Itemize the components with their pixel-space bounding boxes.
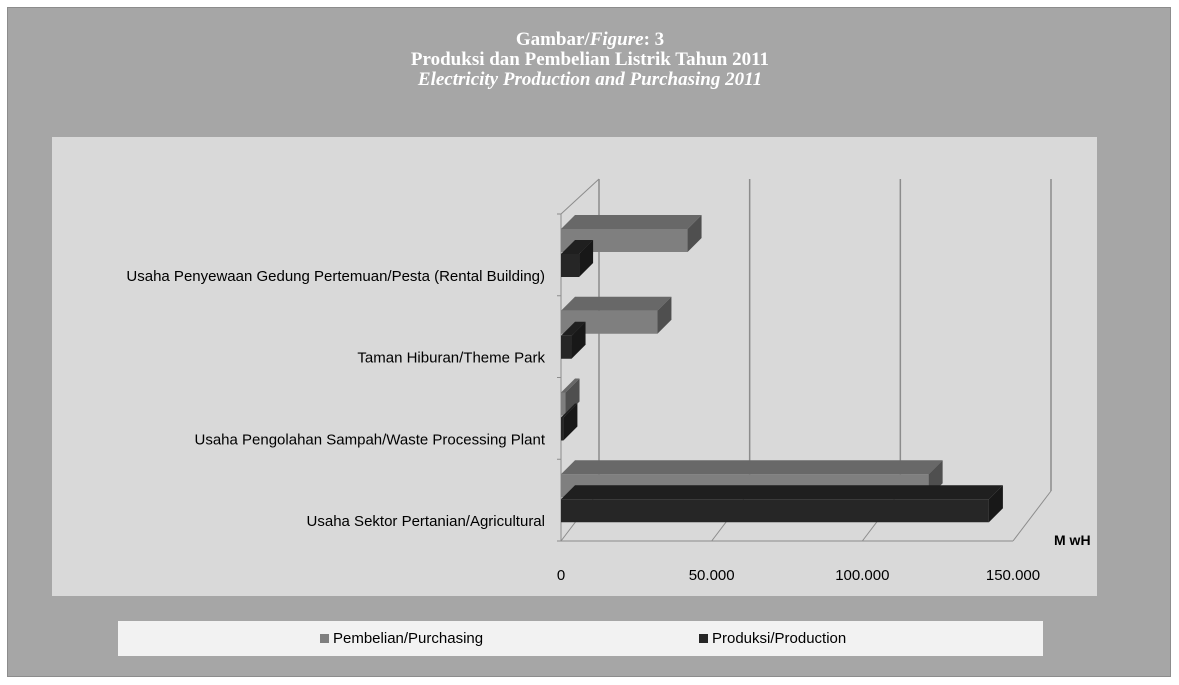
title-italic: Figure — [589, 29, 644, 50]
legend-item-production: Produksi/Production — [699, 630, 846, 647]
legend-label-purchasing: Pembelian/Purchasing — [333, 630, 484, 647]
chart-title-block: Gambar/Figure: 3 Produksi dan Pembelian … — [8, 30, 1172, 90]
bar-side-purchasing-2 — [565, 378, 580, 416]
bar-purchasing-2 — [561, 392, 566, 416]
bar-side-purchasing-0 — [687, 215, 702, 252]
legend-swatch-purchasing — [320, 634, 329, 643]
bar-side-production-3 — [988, 485, 1003, 523]
floor-line-3 — [1012, 490, 1052, 542]
bar-top-purchasing-2 — [561, 378, 580, 393]
bar-top-production-0 — [561, 240, 594, 254]
plot-area: Usaha Penyewaan Gedung Pertemuan/Pesta (… — [52, 137, 1097, 596]
bar-side-purchasing-1 — [657, 296, 672, 334]
bar-top-purchasing-3 — [561, 460, 943, 475]
title-prefix: Gambar/ — [515, 29, 590, 50]
bar-chart-svg: Usaha Penyewaan Gedung Pertemuan/Pesta (… — [126, 178, 1091, 584]
bar-top-purchasing-1 — [561, 296, 672, 311]
category-label-1: Taman Hiburan/Theme Park — [357, 350, 545, 367]
y-axis-top-slant — [560, 178, 600, 215]
legend: Pembelian/Purchasing Produksi/Production — [118, 621, 1043, 656]
legend-label-production: Produksi/Production — [712, 630, 847, 647]
legend-swatch-production — [699, 634, 708, 643]
bar-top-purchasing-0 — [561, 215, 702, 229]
x-axis-unit-label: M wH — [1054, 532, 1091, 548]
bar-side-production-2 — [563, 403, 578, 441]
x-tick-label-0: 0 — [557, 567, 565, 584]
bar-production-1 — [561, 335, 572, 359]
category-label-0: Usaha Penyewaan Gedung Pertemuan/Pesta (… — [126, 268, 545, 285]
title-suffix: : 3 — [643, 29, 665, 50]
bar-production-2 — [561, 417, 564, 441]
bar-top-production-3 — [561, 485, 1003, 500]
x-tick-label-2: 100.000 — [835, 567, 889, 584]
legend-item-purchasing: Pembelian/Purchasing — [320, 630, 483, 647]
bar-production-3 — [561, 499, 989, 523]
bar-top-production-2 — [561, 403, 578, 418]
x-tick-label-1: 50.000 — [689, 567, 735, 584]
category-label-2: Usaha Pengolahan Sampah/Waste Processing… — [195, 431, 546, 448]
bar-top-production-1 — [561, 321, 586, 336]
category-label-3: Usaha Sektor Pertanian/Agricultural — [307, 513, 545, 530]
chart-title-line2: Produksi dan Pembelian Listrik Tahun 201… — [410, 49, 770, 70]
bar-side-production-1 — [571, 321, 586, 359]
x-tick-label-3: 150.000 — [986, 567, 1040, 584]
bar-production-0 — [561, 254, 580, 277]
chart-title-line1: Gambar/Figure: 3 — [8, 30, 1172, 50]
bar-side-production-0 — [579, 240, 594, 277]
chart-title-line3: Electricity Production and Purchasing 20… — [417, 69, 763, 90]
